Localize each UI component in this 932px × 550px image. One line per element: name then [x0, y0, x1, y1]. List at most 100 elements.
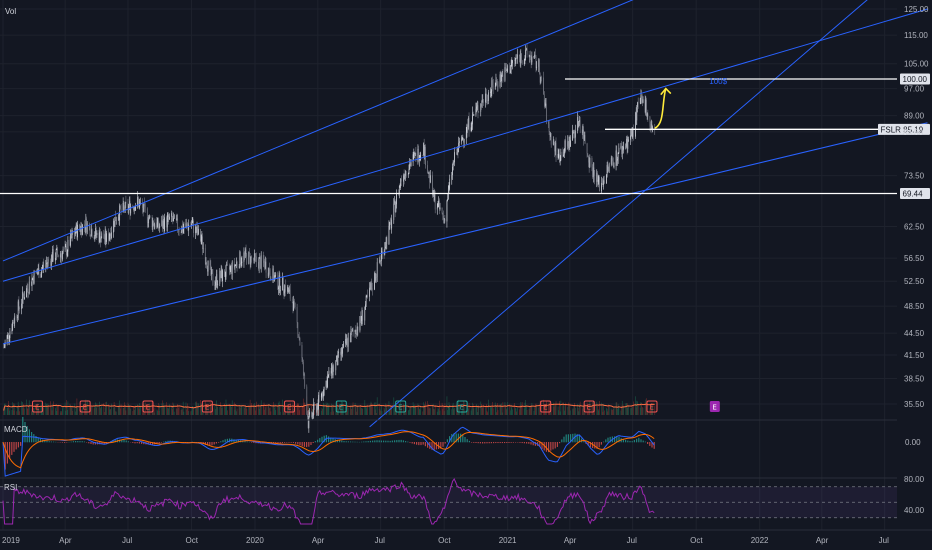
macd-hist-287 [633, 440, 635, 443]
candle-body-364 [355, 330, 357, 333]
volume-bar-319 [311, 408, 313, 415]
candle-body-15 [17, 301, 19, 318]
candle-body-113 [113, 220, 114, 233]
volume-bar-531 [516, 411, 518, 415]
macd-hist-296 [653, 442, 655, 449]
volume-bar-16 [18, 406, 20, 415]
volume-bar-548 [533, 410, 535, 415]
macd-hist-53 [119, 439, 121, 443]
candle-body-499 [485, 93, 487, 100]
candle-body-626 [608, 166, 609, 172]
candle-body-376 [366, 295, 368, 297]
volume-bar-617 [599, 401, 600, 415]
macd-hist-280 [618, 436, 620, 443]
candle-body-73 [74, 233, 76, 235]
volume-bar-133 [132, 411, 134, 415]
candle-body-463 [451, 175, 453, 179]
volume-bar-194 [191, 410, 192, 415]
volume-bar-449 [437, 408, 439, 415]
volume-bar-379 [369, 403, 371, 415]
candle-body-603 [586, 143, 588, 154]
volume-bar-197 [193, 407, 194, 415]
candle-body-621 [603, 180, 605, 185]
candle-body-594 [577, 117, 579, 127]
volume-bar-303 [296, 404, 298, 415]
time-axis[interactable]: 2019 Apr Jul Oct 2020 Apr Jul Oct 2021 Apr Jul Oct 2… [0, 529, 932, 545]
volume-bar-97 [96, 403, 98, 415]
macd-hist-101 [224, 439, 226, 443]
candle-body-600 [583, 129, 584, 141]
macd-hist-6 [15, 442, 17, 450]
volume-bar-636 [617, 403, 619, 415]
volume-bar-175 [172, 402, 174, 415]
candle-body-283 [277, 272, 279, 290]
annotations[interactable]: 100$ [654, 77, 728, 129]
candle-body-4 [7, 333, 9, 336]
volume-bar-337 [328, 403, 330, 415]
candle-body-353 [345, 339, 346, 344]
candle-body-154 [152, 220, 154, 228]
candle-body-658 [639, 98, 641, 104]
volume-bar-62 [62, 405, 64, 415]
price-axis[interactable]: 125.00115.00105.0097.0089.0073.5062.5056… [904, 5, 929, 515]
volume-bar-308 [301, 405, 303, 415]
macd-hist-269 [594, 442, 596, 449]
volume-bar-153 [151, 400, 153, 415]
volume-bar-407 [396, 406, 397, 415]
volume-bar-552 [536, 405, 538, 415]
macd-hist-295 [651, 442, 653, 448]
candle-body-421 [409, 164, 411, 166]
candle-body-665 [646, 99, 647, 116]
volume-bar-202 [198, 403, 199, 415]
macd-hist-292 [644, 441, 646, 443]
volume-bar-353 [345, 406, 346, 415]
volume-bar-339 [331, 403, 332, 415]
candle-body-160 [157, 218, 159, 228]
candle-body-358 [349, 337, 351, 343]
volume-bar-289 [282, 407, 284, 415]
candle-body-98 [98, 232, 100, 242]
candle-body-552 [536, 66, 538, 69]
volume-bar-368 [359, 405, 361, 415]
macd-hist-190 [420, 442, 422, 446]
volume-bar-415 [404, 411, 406, 415]
volume-bar-638 [620, 410, 622, 415]
volume-bar-452 [439, 410, 441, 415]
candle-body-289 [282, 277, 284, 291]
candle-body-72 [72, 232, 74, 235]
volume-bar-138 [137, 404, 138, 415]
volume-bar-621 [603, 403, 605, 415]
candle-body-541 [525, 48, 527, 50]
volume-bar-63 [64, 402, 66, 415]
candle-body-475 [462, 138, 464, 139]
time-tick-1: Apr [59, 536, 72, 545]
trendlines[interactable] [2, 0, 928, 428]
macd-hist-282 [622, 439, 624, 443]
candle-body-381 [371, 283, 373, 289]
macd-hist-4 [11, 442, 13, 455]
macd-hist-258 [570, 434, 572, 443]
candle-body-365 [356, 332, 357, 336]
candle-body-198 [195, 226, 196, 233]
volume-bar-309 [302, 407, 303, 415]
candle-body-340 [331, 363, 333, 376]
candle-body-28 [30, 281, 32, 286]
candle-body-38 [40, 274, 42, 278]
volume-bar-391 [380, 406, 382, 415]
candle-body-372 [362, 310, 364, 321]
candle-body-550 [534, 54, 536, 57]
candle-body-378 [369, 287, 370, 297]
time-tick-9: Apr [564, 536, 577, 545]
volume-bar-603 [586, 402, 588, 415]
volume-bar-409 [398, 403, 400, 415]
macd-hist-140 [310, 442, 312, 445]
volume-bar-108 [108, 404, 109, 415]
time-tick-4: 2020 [246, 536, 264, 545]
volume-bar-375 [365, 405, 367, 415]
macd-pane [0, 416, 897, 477]
volume-bar-23 [26, 399, 27, 415]
candle-body-318 [311, 412, 312, 417]
